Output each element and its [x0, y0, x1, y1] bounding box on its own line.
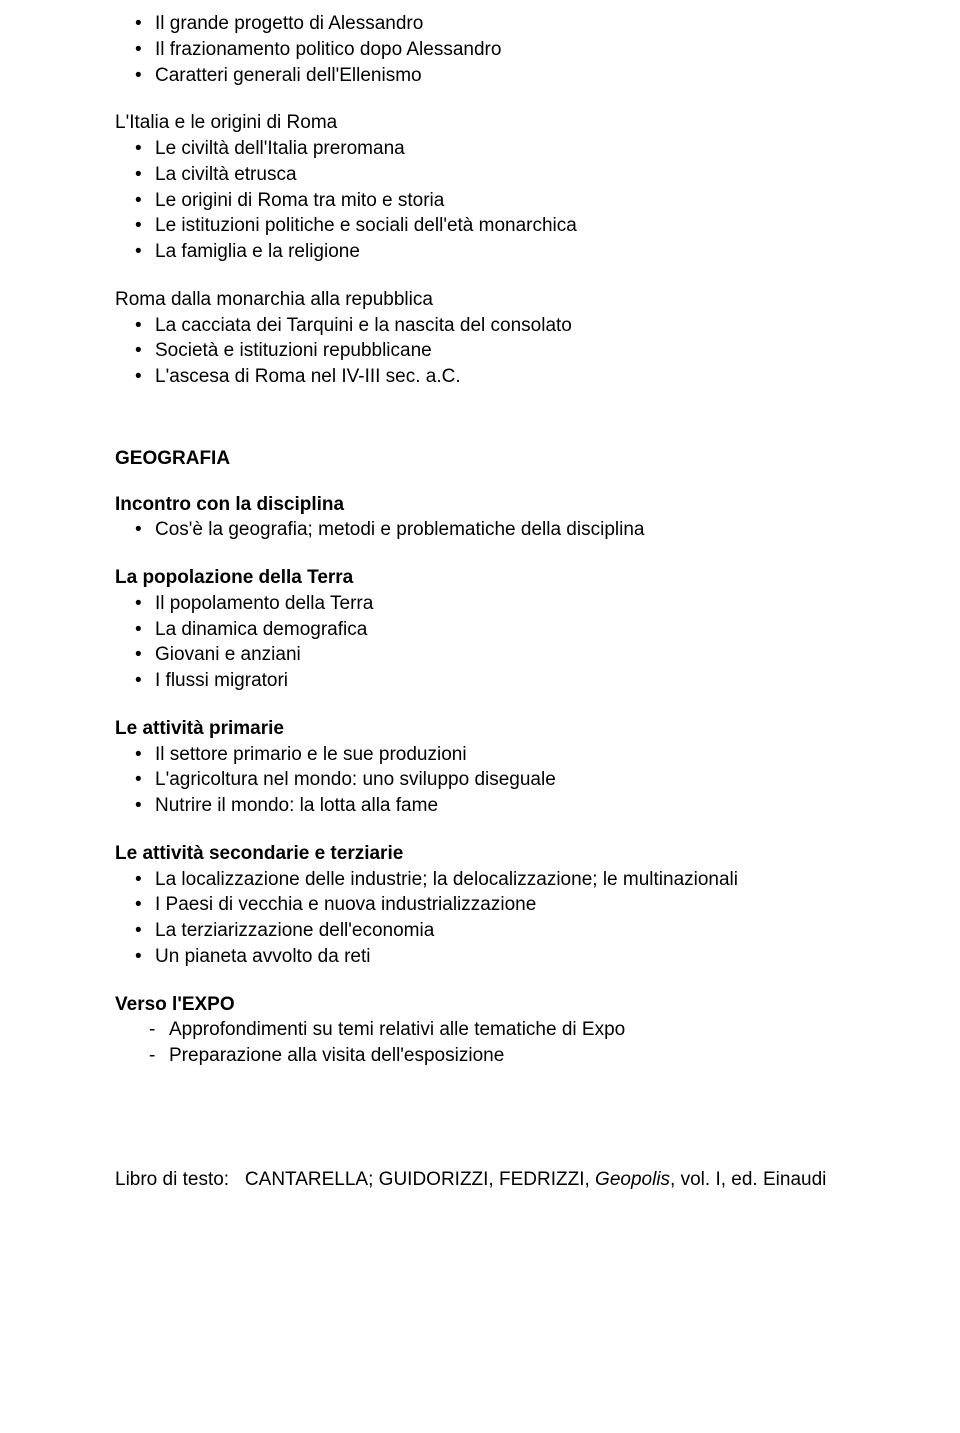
repubblica-list: La cacciata dei Tarquini e la nascita de…	[115, 314, 875, 389]
primarie-heading: Le attività primarie	[115, 717, 875, 741]
list-item: Approfondimenti su temi relativi alle te…	[115, 1018, 875, 1042]
list-item: Nutrire il mondo: la lotta alla fame	[115, 794, 875, 818]
list-item: Il popolamento della Terra	[115, 592, 875, 616]
list-item: La terziarizzazione dell'economia	[115, 919, 875, 943]
primarie-list: Il settore primario e le sue produzioni …	[115, 743, 875, 818]
italia-heading: L'Italia e le origini di Roma	[115, 111, 875, 135]
textbook-rest: , vol. I, ed. Einaudi	[670, 1169, 826, 1190]
list-item: Il frazionamento politico dopo Alessandr…	[115, 38, 875, 62]
secondarie-heading: Le attività secondarie e terziarie	[115, 842, 875, 866]
list-item: I flussi migratori	[115, 669, 875, 693]
geografia-heading: GEOGRAFIA	[115, 447, 875, 471]
document-page: Il grande progetto di Alessandro Il fraz…	[0, 0, 960, 1222]
textbook-line: Libro di testo: CANTARELLA; GUIDORIZZI, …	[115, 1168, 875, 1192]
list-item: Caratteri generali dell'Ellenismo	[115, 64, 875, 88]
italia-list: Le civiltà dell'Italia preromana La civi…	[115, 137, 875, 264]
popolazione-heading: La popolazione della Terra	[115, 566, 875, 590]
list-item: La civiltà etrusca	[115, 163, 875, 187]
list-item: I Paesi di vecchia e nuova industrializz…	[115, 893, 875, 917]
list-item: Preparazione alla visita dell'esposizion…	[115, 1044, 875, 1068]
list-item: Le civiltà dell'Italia preromana	[115, 137, 875, 161]
list-item: Le istituzioni politiche e sociali dell'…	[115, 214, 875, 238]
list-item: La cacciata dei Tarquini e la nascita de…	[115, 314, 875, 338]
expo-list: Approfondimenti su temi relativi alle te…	[115, 1018, 875, 1068]
list-item: Un pianeta avvolto da reti	[115, 945, 875, 969]
list-item: La dinamica demografica	[115, 618, 875, 642]
expo-heading: Verso l'EXPO	[115, 993, 875, 1017]
list-item: Società e istituzioni repubblicane	[115, 339, 875, 363]
list-item: L'ascesa di Roma nel IV-III sec. a.C.	[115, 365, 875, 389]
list-item: La famiglia e la religione	[115, 240, 875, 264]
textbook-label: Libro di testo:	[115, 1169, 229, 1190]
list-item: Le origini di Roma tra mito e storia	[115, 189, 875, 213]
incontro-list: Cos'è la geografia; metodi e problematic…	[115, 518, 875, 542]
secondarie-list: La localizzazione delle industrie; la de…	[115, 868, 875, 969]
alessandro-list: Il grande progetto di Alessandro Il fraz…	[115, 12, 875, 87]
list-item: La localizzazione delle industrie; la de…	[115, 868, 875, 892]
incontro-heading: Incontro con la disciplina	[115, 493, 875, 517]
repubblica-heading: Roma dalla monarchia alla repubblica	[115, 288, 875, 312]
list-item: L'agricoltura nel mondo: uno sviluppo di…	[115, 768, 875, 792]
list-item: Il grande progetto di Alessandro	[115, 12, 875, 36]
list-item: Giovani e anziani	[115, 643, 875, 667]
popolazione-list: Il popolamento della Terra La dinamica d…	[115, 592, 875, 693]
textbook-title: Geopolis	[595, 1169, 670, 1190]
list-item: Cos'è la geografia; metodi e problematic…	[115, 518, 875, 542]
list-item: Il settore primario e le sue produzioni	[115, 743, 875, 767]
textbook-authors: CANTARELLA; GUIDORIZZI, FEDRIZZI,	[245, 1169, 590, 1190]
